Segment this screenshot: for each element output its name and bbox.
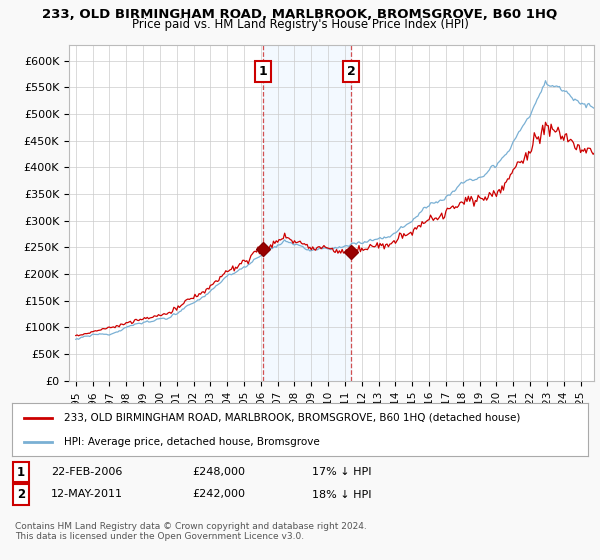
Text: HPI: Average price, detached house, Bromsgrove: HPI: Average price, detached house, Brom…	[64, 437, 320, 447]
Text: 12-MAY-2011: 12-MAY-2011	[51, 489, 123, 500]
Text: 233, OLD BIRMINGHAM ROAD, MARLBROOK, BROMSGROVE, B60 1HQ (detached house): 233, OLD BIRMINGHAM ROAD, MARLBROOK, BRO…	[64, 413, 520, 423]
Text: 2: 2	[17, 488, 25, 501]
Text: £248,000: £248,000	[192, 467, 245, 477]
Text: 1: 1	[259, 65, 268, 78]
Text: 17% ↓ HPI: 17% ↓ HPI	[312, 467, 371, 477]
Text: Contains HM Land Registry data © Crown copyright and database right 2024.
This d: Contains HM Land Registry data © Crown c…	[15, 522, 367, 542]
Text: 22-FEB-2006: 22-FEB-2006	[51, 467, 122, 477]
Bar	[263, 45, 351, 381]
Text: £242,000: £242,000	[192, 489, 245, 500]
Text: Price paid vs. HM Land Registry's House Price Index (HPI): Price paid vs. HM Land Registry's House …	[131, 18, 469, 31]
Text: 2: 2	[347, 65, 355, 78]
Text: 18% ↓ HPI: 18% ↓ HPI	[312, 489, 371, 500]
Text: 233, OLD BIRMINGHAM ROAD, MARLBROOK, BROMSGROVE, B60 1HQ: 233, OLD BIRMINGHAM ROAD, MARLBROOK, BRO…	[43, 8, 557, 21]
Text: 1: 1	[17, 465, 25, 479]
